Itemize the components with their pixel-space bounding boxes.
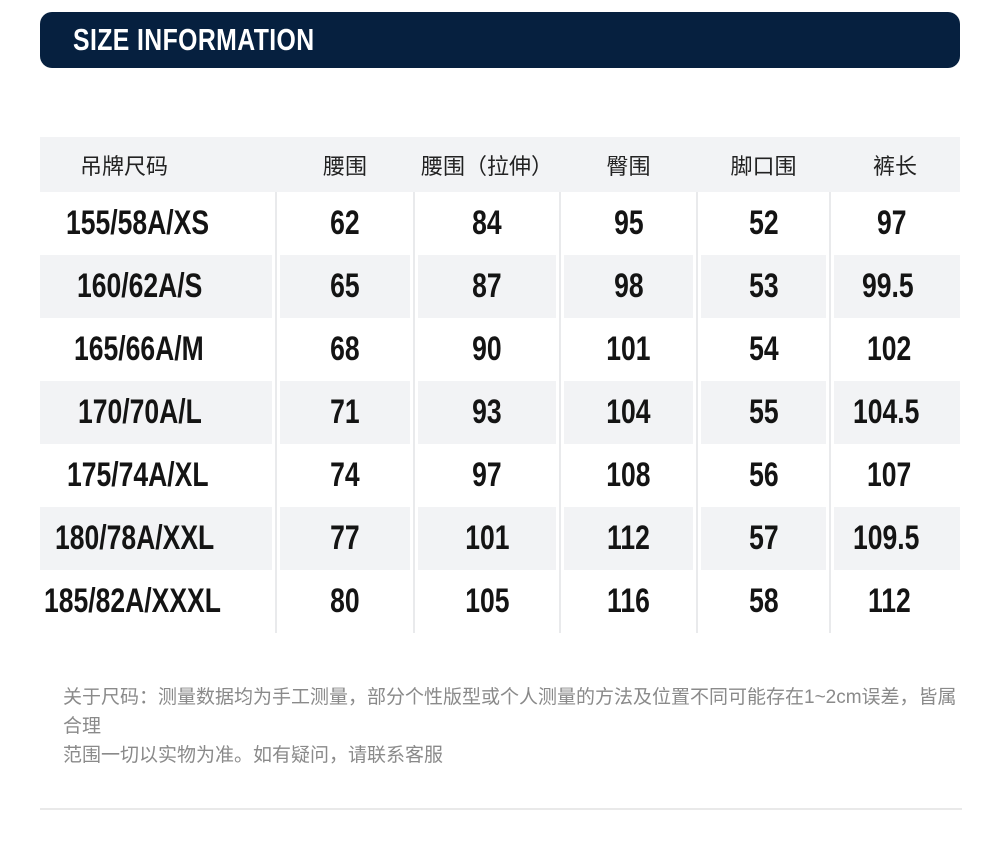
size-code-cell: 155/58A/XS: [65, 204, 209, 242]
column-header-tag-size: 吊牌尺码: [40, 137, 276, 192]
value-cell: 80: [275, 570, 414, 633]
column-header-waist: 腰围: [276, 137, 414, 192]
value-cell: 95: [559, 192, 697, 255]
value-cell: 90: [413, 318, 560, 381]
value-cell: 104.5: [829, 381, 960, 444]
value-cell: 58: [696, 570, 830, 633]
table-row: 160/62A/S 65 87 98 53 99.5: [40, 255, 960, 318]
value-cell: 93: [413, 381, 560, 444]
value-cell: 65: [275, 255, 414, 318]
column-header-hip: 臀围: [560, 137, 697, 192]
size-table: 吊牌尺码 腰围 腰围（拉伸） 臀围 脚口围 裤长 155/58A/XS 62 84 9…: [40, 137, 960, 633]
size-code-cell: 170/70A/L: [40, 381, 276, 444]
size-code-cell: 175/74A/XL: [66, 456, 209, 494]
value-cell: 71: [275, 381, 414, 444]
size-note: 关于尺码：测量数据均为手工测量，部分个性版型或个人测量的方法及位置不同可能存在1…: [63, 683, 963, 770]
size-information-banner: SIZE INFORMATION: [40, 12, 960, 68]
value-cell: 105: [413, 570, 560, 633]
value-cell: 101: [559, 318, 697, 381]
table-row: 155/58A/XS 62 84 95 52 97: [40, 192, 960, 255]
value-cell: 112: [829, 570, 960, 633]
table-row: 175/74A/XL 74 97 108 56 107: [40, 444, 960, 507]
value-cell: 97: [413, 444, 560, 507]
size-code-cell: 185/82A/XXXL: [44, 582, 221, 620]
value-cell: 107: [829, 444, 960, 507]
value-cell: 84: [413, 192, 560, 255]
column-header-leg-opening: 脚口围: [697, 137, 830, 192]
size-code-cell: 180/78A/XXL: [40, 507, 276, 570]
value-cell: 52: [696, 192, 830, 255]
value-cell: 62: [275, 192, 414, 255]
table-row: 165/66A/M 68 90 101 54 102: [40, 318, 960, 381]
value-cell: 87: [413, 255, 560, 318]
value-cell: 68: [275, 318, 414, 381]
value-cell: 112: [559, 507, 697, 570]
value-cell: 99.5: [829, 255, 960, 318]
bottom-divider: [40, 808, 962, 810]
size-table-header: 吊牌尺码 腰围 腰围（拉伸） 臀围 脚口围 裤长: [40, 137, 960, 192]
size-code-cell: 165/66A/M: [74, 330, 205, 368]
value-cell: 108: [559, 444, 697, 507]
value-cell: 53: [696, 255, 830, 318]
value-cell: 101: [413, 507, 560, 570]
value-cell: 104: [559, 381, 697, 444]
value-cell: 97: [829, 192, 960, 255]
size-note-line1: 关于尺码：测量数据均为手工测量，部分个性版型或个人测量的方法及位置不同可能存在1…: [63, 687, 957, 737]
value-cell: 57: [696, 507, 830, 570]
value-cell: 102: [829, 318, 960, 381]
value-cell: 74: [275, 444, 414, 507]
value-cell: 98: [559, 255, 697, 318]
header-row: 吊牌尺码 腰围 腰围（拉伸） 臀围 脚口围 裤长: [40, 137, 960, 192]
table-row: 180/78A/XXL 77 101 112 57 109.5: [40, 507, 960, 570]
value-cell: 116: [559, 570, 697, 633]
value-cell: 55: [696, 381, 830, 444]
size-note-line2: 范围一切以实物为准。如有疑问，请联系客服: [63, 745, 444, 766]
column-header-pants-length: 裤长: [830, 137, 960, 192]
value-cell: 109.5: [829, 507, 960, 570]
table-row: 170/70A/L 71 93 104 55 104.5: [40, 381, 960, 444]
section-title: SIZE INFORMATION: [73, 22, 315, 57]
size-table-body: 155/58A/XS 62 84 95 52 97 160/62A/S 65 87 98 53 99.…: [40, 192, 960, 633]
table-row: 185/82A/XXXL 80 105 116 58 112: [40, 570, 960, 633]
value-cell: 56: [696, 444, 830, 507]
value-cell: 77: [275, 507, 414, 570]
column-header-waist-stretched: 腰围（拉伸）: [414, 137, 560, 192]
value-cell: 54: [696, 318, 830, 381]
size-code-cell: 160/62A/S: [40, 255, 276, 318]
